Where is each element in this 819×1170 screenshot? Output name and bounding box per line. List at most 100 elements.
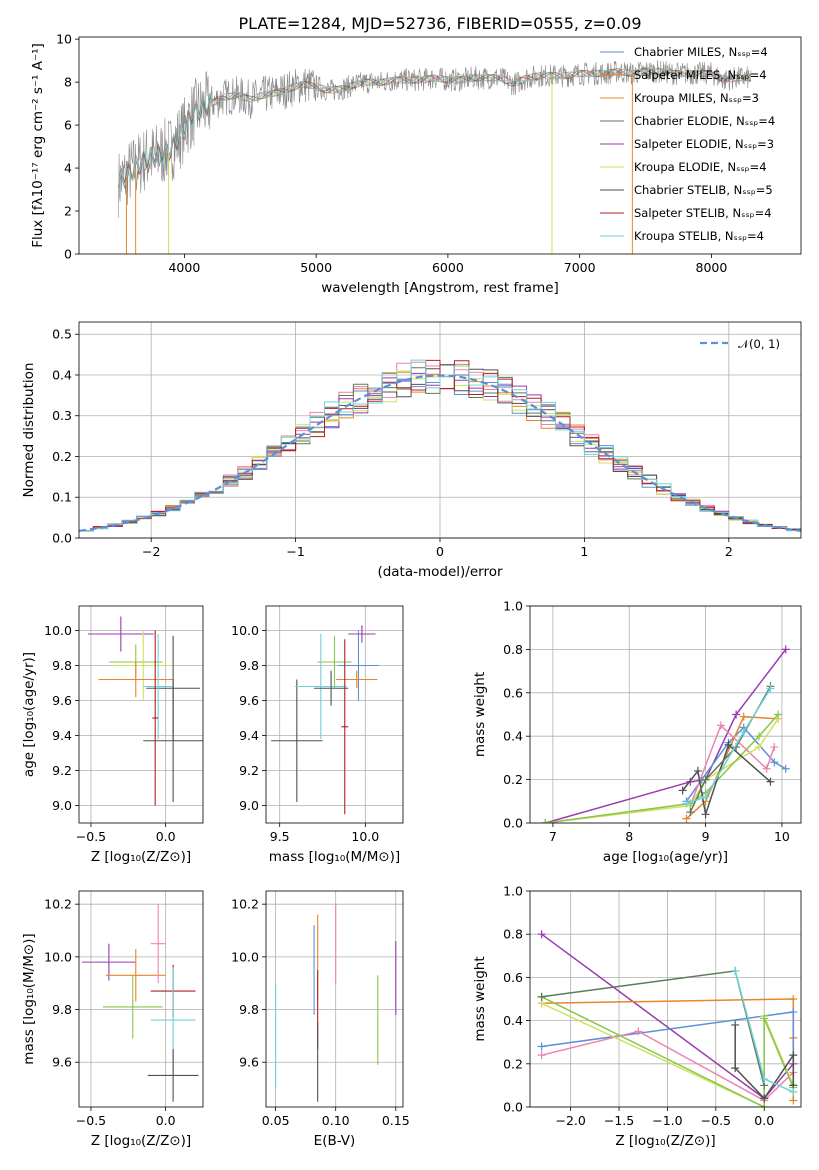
y-tick-label: 9.6 [52, 1055, 72, 1070]
y-axis-label: Flux [fλ10⁻¹⁷ erg cm⁻² s⁻¹ A⁻¹] [30, 43, 46, 248]
y-tick-label: 10.2 [44, 897, 72, 912]
x-tick-label: 0.0 [754, 1113, 774, 1128]
series-marker [789, 1007, 798, 1016]
legend-entry: Chabrier STELIB, Nₛₛₚ=5 [634, 183, 773, 197]
series-marker [781, 645, 790, 654]
x-tick-label: 1 [580, 544, 588, 559]
y-tick-label: 0.2 [52, 449, 72, 464]
series-marker [731, 1020, 740, 1029]
spectrum-lines [118, 59, 752, 254]
x-axis-label: Z [log₁₀(Z/Z⊙)] [91, 849, 191, 865]
error-bar-point [336, 670, 378, 689]
x-tick-label: 0.05 [262, 1113, 290, 1128]
x-tick-label: 5000 [300, 260, 332, 275]
legend: Chabrier MILES, Nₛₛₚ=4 Salpeter MILES, Nₛ… [600, 45, 775, 243]
normal-curve [79, 374, 801, 532]
error-bar-point [81, 943, 136, 981]
x-tick-label: 8000 [696, 260, 728, 275]
x-tick-label: −1.0 [652, 1113, 682, 1128]
x-tick-label: 10.0 [351, 829, 379, 844]
x-axis-label: age [log₁₀(age/yr)] [603, 849, 728, 865]
x-tick-label: 2 [725, 544, 733, 559]
x-tick-label: 8 [625, 829, 633, 844]
y-tick-label: 9.4 [239, 728, 259, 743]
series-marker [766, 684, 775, 693]
error-bars [87, 616, 203, 806]
series-path [686, 688, 772, 805]
series-marker [682, 814, 691, 823]
series-marker [537, 1042, 546, 1051]
error-bar-point [143, 634, 174, 739]
series-marker [789, 1096, 798, 1105]
series-marker [731, 1064, 740, 1073]
x-tick-label: −2.0 [555, 1113, 585, 1128]
series-marker [770, 743, 779, 752]
y-axis-label: Normed distribution [21, 363, 37, 498]
series-path [541, 970, 765, 1086]
error-bar-point [152, 630, 159, 806]
series-marker [766, 777, 775, 786]
y-tick-label: 10.0 [231, 623, 259, 638]
y-tick-label: 9.4 [52, 728, 72, 743]
x-tick-label: 6000 [432, 260, 464, 275]
series-marker [701, 792, 710, 801]
series-marker [678, 786, 687, 795]
series-marker [781, 764, 790, 773]
axes-frame [529, 890, 802, 1108]
y-tick-label: 9.6 [239, 693, 259, 708]
x-axis-label: mass [log₁₀(M/M⊙)] [269, 849, 400, 865]
residual-histogram-panel: −2 −1 0 1 2 0.0 0.1 0.2 0.3 0.4 0.5 (data-model)/er… [21, 321, 802, 580]
y-tick-label: 0.4 [503, 1013, 523, 1028]
legend-entry: Salpeter MILES, Nₛₛₚ=4 [634, 68, 767, 82]
error-bar-point [98, 662, 174, 697]
chart-title: PLATE=1284, MJD=52736, FIBERID=0555, z=0… [238, 14, 641, 33]
y-axis-label: mass weight [472, 672, 488, 757]
series-marker [760, 1014, 769, 1023]
series-line [731, 966, 798, 1096]
series-marker [755, 732, 764, 741]
y-tick-label: 0.1 [52, 490, 72, 505]
series-line [537, 1027, 798, 1105]
series-marker [686, 808, 695, 817]
x-axis-label: wavelength [Angstrom, rest frame] [321, 280, 559, 296]
series-marker [774, 710, 783, 719]
y-tick-label: 9.8 [52, 658, 72, 673]
x-axis-label: Z [log₁₀(Z/Z⊙)] [615, 1133, 715, 1149]
x-tick-label: 9 [702, 829, 710, 844]
error-bar-point [102, 975, 163, 1039]
series-marker [755, 743, 764, 752]
model-spectrum-line [118, 69, 752, 187]
x-tick-label: 4000 [168, 260, 200, 275]
y-tick-label: 1.0 [503, 599, 523, 614]
error-bar-point [341, 639, 349, 815]
y-tick-label: 0.3 [52, 408, 72, 423]
x-tick-label: 0 [436, 544, 444, 559]
y-tick-label: 4 [64, 161, 72, 176]
y-tick-label: 0.8 [503, 642, 523, 657]
error-bar-point [295, 634, 347, 739]
axes-frame [265, 890, 404, 1108]
error-bar-point [143, 679, 203, 802]
axes-frame [78, 605, 204, 824]
y-tick-label: 9.6 [239, 1055, 259, 1070]
age-vs-metallicity-panel: −0.5 0.0 9.0 9.2 9.4 9.6 9.8 10.0 Z [log₁₀(Z/Z⊙)… [21, 605, 204, 865]
error-bar-point [87, 616, 154, 652]
age-vs-mass-panel: 9.5 10.0 9.0 9.2 9.4 9.6 9.8 10.0 mass [log₁₀(M/… [231, 605, 404, 865]
y-tick-label: 10 [56, 32, 72, 47]
series-marker [634, 1027, 643, 1036]
series-marker [770, 758, 779, 767]
x-axis-label: (data-model)/error [377, 564, 503, 580]
x-tick-label: 9.5 [270, 829, 290, 844]
error-bar-point [271, 679, 323, 802]
x-tick-label: 7 [549, 829, 557, 844]
y-tick-label: 9.0 [239, 798, 259, 813]
y-tick-label: 0.6 [503, 685, 523, 700]
x-tick-label: −1 [286, 544, 304, 559]
axes-frame [78, 36, 802, 255]
series-marker [762, 764, 771, 773]
error-bar-point [105, 948, 166, 1002]
series-line [537, 966, 769, 1090]
axes-frame [529, 605, 802, 824]
legend: 𝒩(0, 1) [700, 337, 780, 351]
y-tick-label: 6 [64, 118, 72, 133]
